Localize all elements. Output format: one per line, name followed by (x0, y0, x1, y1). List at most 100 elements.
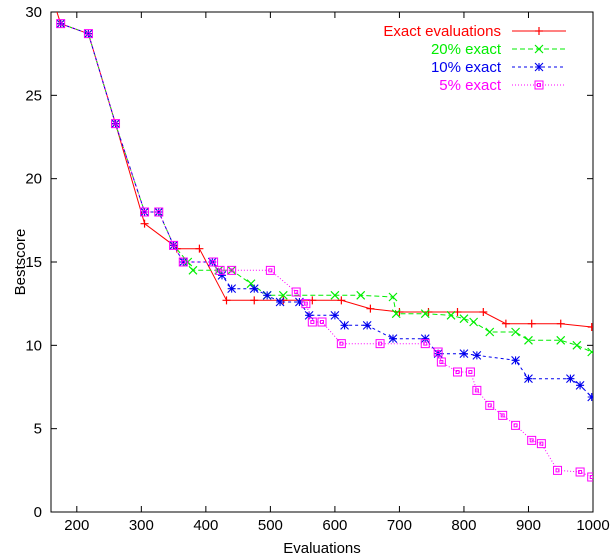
y-tick-label: 5 (34, 421, 42, 438)
data-point (330, 290, 340, 300)
data-point (420, 334, 430, 344)
data-point (524, 374, 533, 384)
data-point (553, 465, 563, 475)
data-point (587, 347, 593, 357)
data-point (330, 310, 340, 320)
data-point (140, 219, 149, 228)
y-axis-title: Bestscore (12, 229, 29, 296)
data-point (111, 119, 121, 129)
data-point (465, 367, 475, 377)
data-point (511, 355, 520, 365)
data-point (295, 297, 304, 307)
data-point (479, 308, 488, 316)
data-point (501, 319, 510, 328)
data-point (222, 296, 231, 305)
data-point (336, 339, 346, 349)
x-tick-label: 600 (322, 517, 347, 534)
data-point (587, 472, 593, 482)
data-point (498, 410, 508, 420)
data-point (575, 380, 585, 390)
series-line (60, 23, 592, 353)
data-point (566, 374, 575, 384)
series-10-exact (56, 19, 593, 402)
data-point (56, 19, 66, 29)
data-point (485, 327, 495, 337)
data-point (472, 350, 482, 360)
y-tick-label: 15 (25, 254, 42, 271)
data-point (575, 467, 585, 477)
data-point (587, 392, 593, 402)
data-point (275, 297, 285, 307)
y-tick-label: 20 (25, 171, 42, 188)
data-point (337, 296, 346, 305)
legend-marker (535, 27, 543, 35)
x-tick-label: 800 (451, 517, 476, 534)
series-20-exact (56, 19, 593, 357)
data-point (317, 317, 327, 327)
data-point (83, 29, 93, 39)
x-tick-label: 500 (258, 517, 283, 534)
data-point (249, 284, 259, 294)
data-point (469, 317, 479, 327)
data-point (227, 265, 237, 275)
y-tick-label: 10 (25, 337, 42, 354)
data-point (453, 367, 462, 377)
x-tick-label: 400 (193, 517, 218, 534)
data-point (227, 284, 237, 294)
data-point (587, 323, 593, 331)
series-line (56, 12, 592, 328)
plot-frame (50, 11, 594, 513)
data-point (511, 420, 521, 430)
data-point (527, 435, 537, 445)
data-point (446, 310, 456, 320)
y-tick-label: 0 (34, 504, 42, 521)
data-point (56, 19, 66, 29)
legend-label: 5% exact (439, 77, 502, 94)
x-tick-label: 900 (516, 517, 541, 534)
data-point (391, 309, 401, 319)
data-point (262, 290, 272, 300)
data-point (154, 207, 164, 217)
data-point (169, 240, 179, 250)
data-point (291, 287, 301, 297)
data-point (279, 296, 288, 305)
data-point (188, 265, 198, 275)
data-point (395, 308, 404, 316)
series-line (60, 23, 592, 478)
series-layer (56, 12, 593, 482)
x-tick-label: 700 (387, 517, 412, 534)
data-point (362, 320, 372, 330)
data-point (154, 207, 164, 217)
data-point (215, 265, 225, 275)
data-point (556, 335, 566, 345)
data-point (250, 296, 259, 305)
data-point (375, 339, 385, 349)
data-point (340, 320, 349, 330)
legend-marker (534, 44, 544, 54)
data-point (472, 385, 482, 395)
data-point (195, 244, 204, 253)
data-point (356, 290, 366, 300)
data-point (536, 439, 546, 449)
data-point (388, 292, 398, 302)
data-point (420, 309, 430, 319)
data-point (524, 335, 533, 345)
data-point (301, 299, 311, 309)
data-point (84, 29, 93, 39)
y-tick-label: 30 (25, 4, 42, 21)
x-tick-label: 1000 (576, 517, 609, 534)
data-point (178, 257, 188, 267)
data-point (433, 347, 443, 357)
data-point (278, 290, 288, 300)
y-tick-label: 25 (25, 87, 42, 104)
legend-label: 10% exact (431, 59, 502, 76)
x-tick-label: 200 (64, 517, 89, 534)
legend-label: 20% exact (431, 41, 502, 58)
series-5-exact (56, 19, 593, 482)
data-point (307, 317, 317, 327)
legend-label: Exact evaluations (383, 23, 501, 40)
x-tick-label: 300 (129, 517, 154, 534)
data-point (459, 314, 469, 324)
